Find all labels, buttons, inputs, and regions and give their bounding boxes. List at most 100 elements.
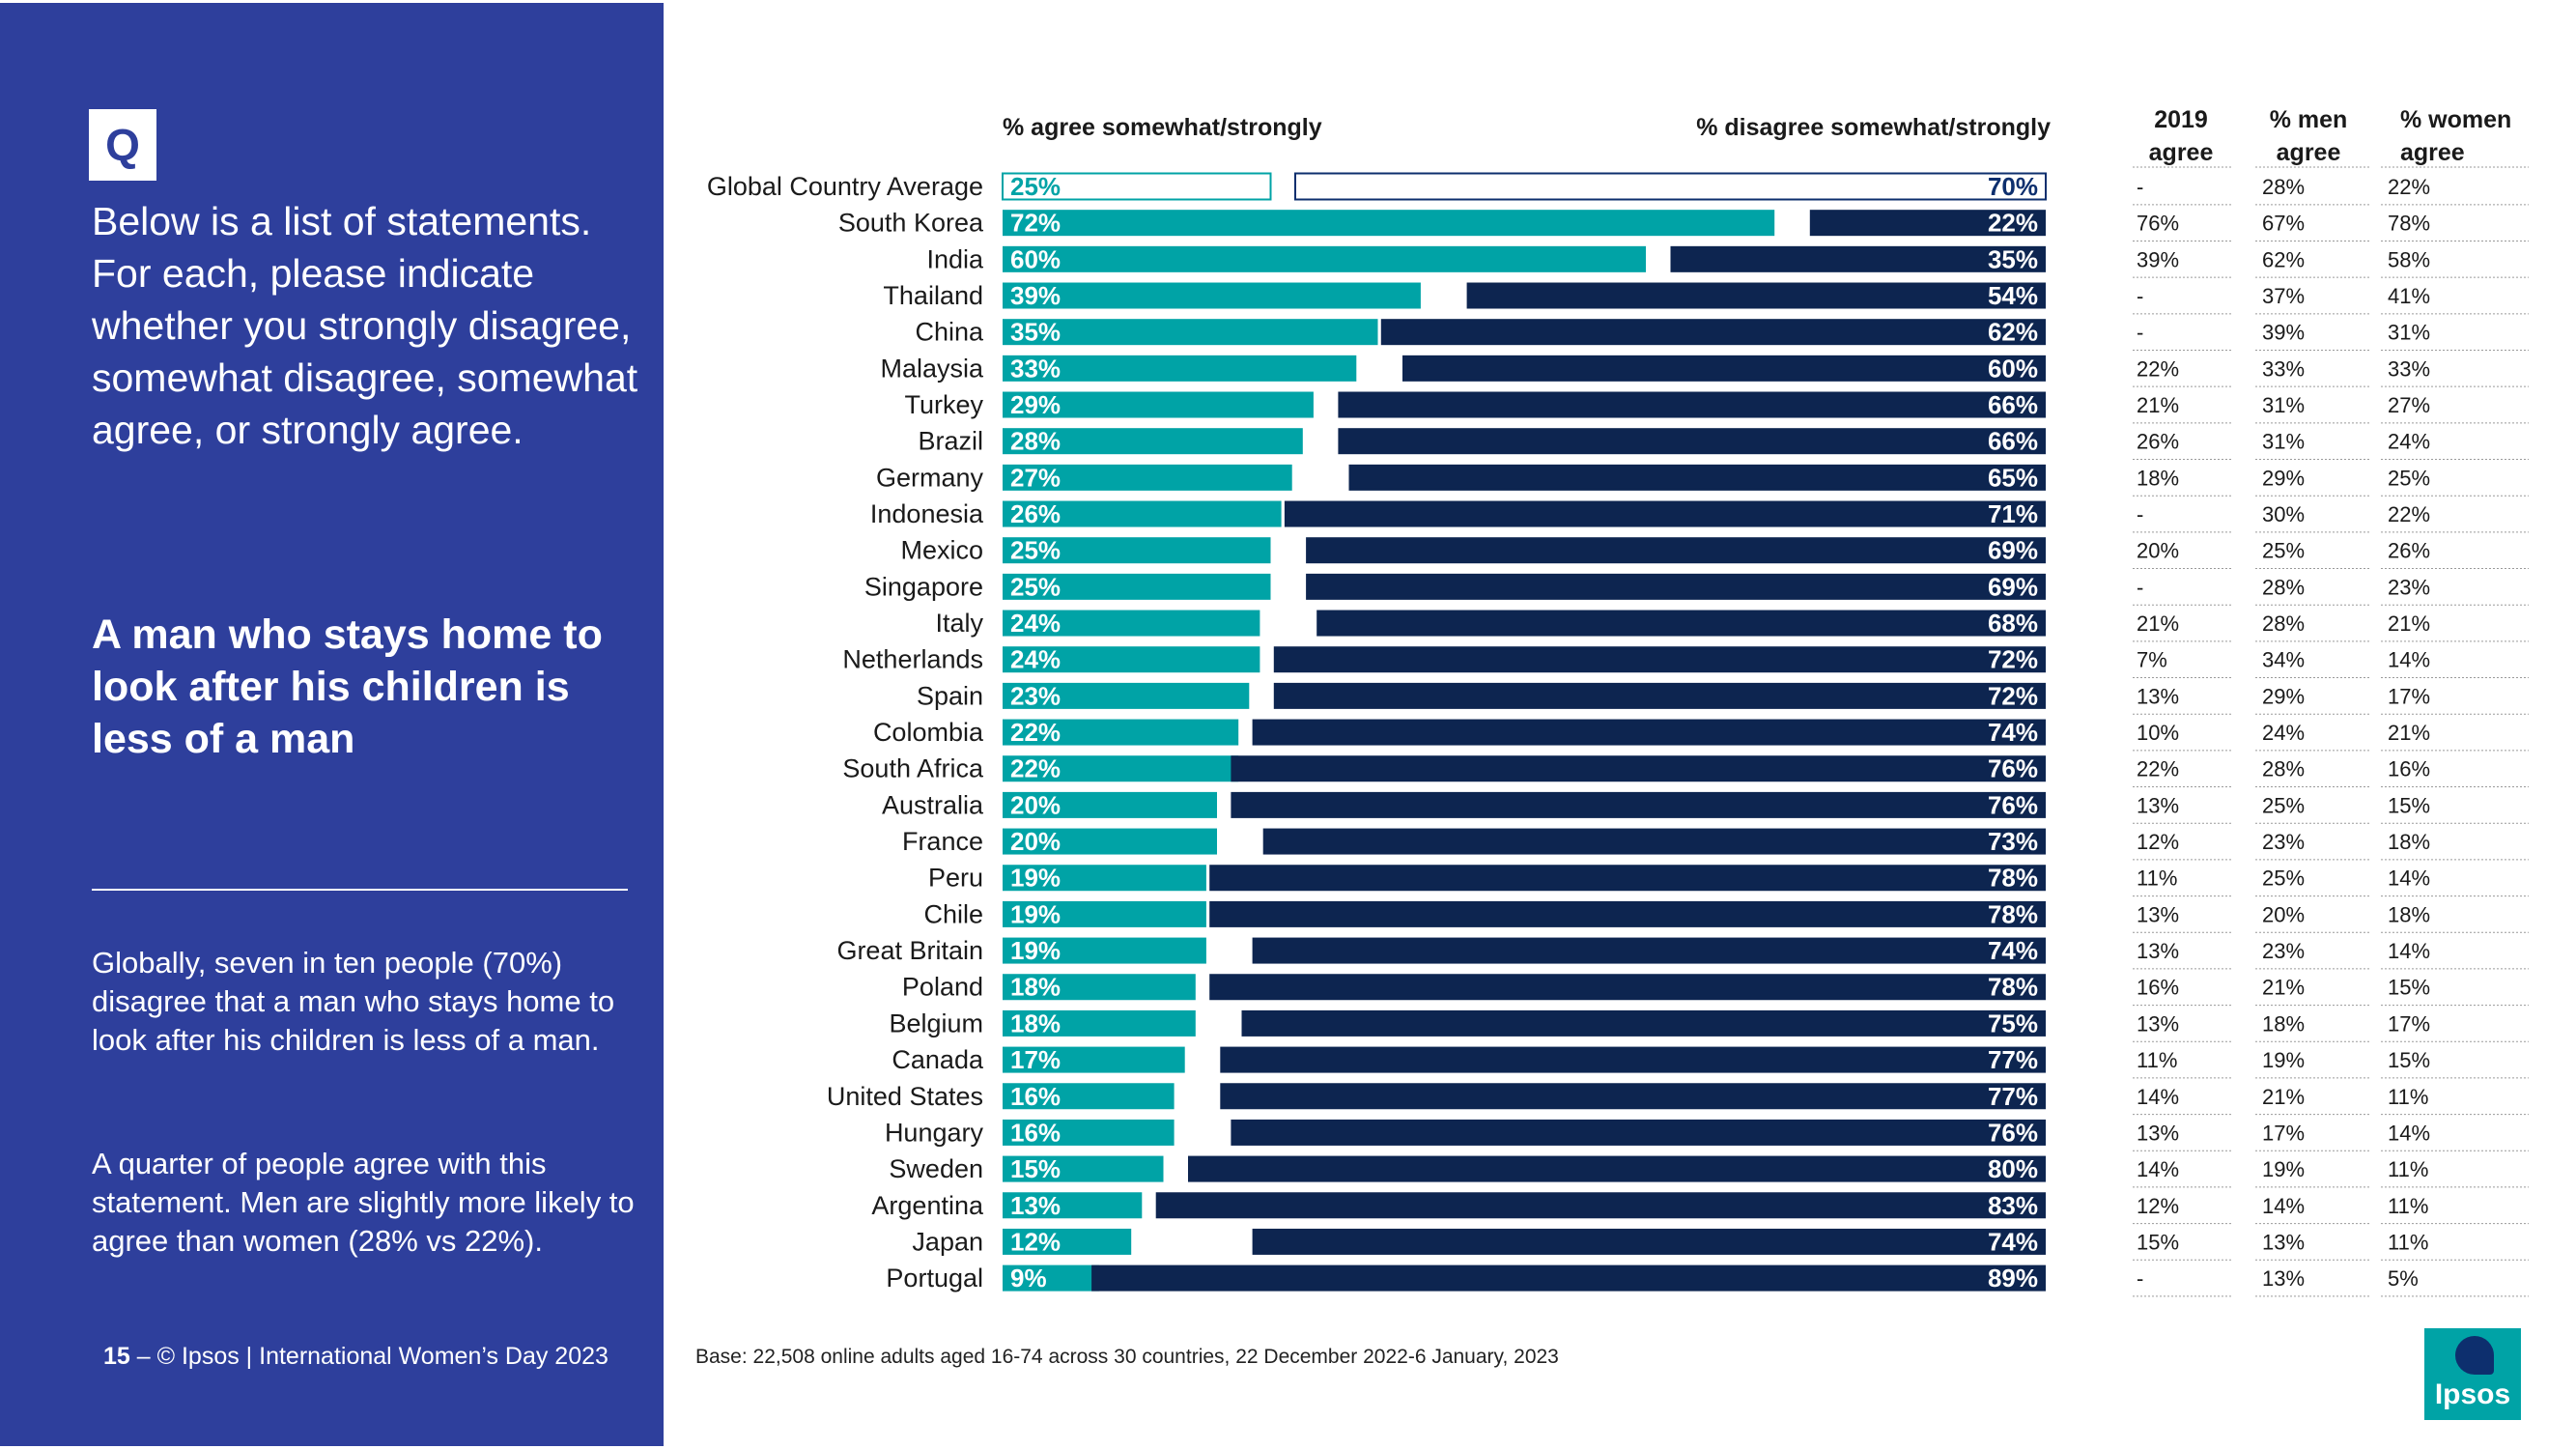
agree-value-label: 12% (1010, 1227, 1061, 1256)
disagree-bar (1155, 1192, 2046, 1219)
disagree-value-label: 60% (1988, 354, 2038, 383)
cell-2019: 15% (2137, 1230, 2179, 1254)
cell-2019: 11% (2137, 1048, 2177, 1072)
disagree-bar (1262, 828, 2046, 855)
cell-women: 14% (2388, 867, 2430, 891)
cell-2019: - (2137, 1266, 2143, 1291)
country-label: Indonesia (870, 499, 984, 528)
agree-bar (1003, 974, 1196, 1001)
agree-bar (1003, 719, 1239, 746)
agree-value-label: 39% (1010, 281, 1061, 310)
country-label: Hungary (885, 1118, 984, 1147)
cell-2019: 26% (2137, 430, 2179, 454)
disagree-bar (1338, 428, 2046, 455)
header-agree: % agree somewhat/strongly (1003, 114, 1322, 141)
cell-2019: - (2137, 321, 2143, 345)
agree-bar (1003, 646, 1260, 673)
disagree-value-label: 72% (1988, 681, 2038, 710)
summary-paragraph-2: A quarter of people agree with this stat… (92, 1147, 635, 1258)
cell-2019: 13% (2137, 1121, 2179, 1145)
disagree-value-label: 22% (1988, 209, 2038, 238)
cell-2019: 18% (2137, 466, 2179, 490)
disagree-value-label: 73% (1988, 827, 2038, 856)
disagree-value-label: 78% (1988, 973, 2038, 1002)
country-label: Argentina (871, 1191, 984, 1220)
agree-bar (1003, 1009, 1196, 1037)
cell-women: 24% (2388, 430, 2430, 454)
cell-men: 62% (2262, 247, 2305, 271)
agree-value-label: 24% (1010, 645, 1061, 674)
logo-text: Ipsos (2434, 1378, 2511, 1410)
disagree-bar (1306, 537, 2046, 564)
cell-women: 16% (2388, 757, 2430, 781)
country-label: Germany (876, 463, 984, 492)
cell-2019: 21% (2137, 393, 2179, 417)
cell-2019: - (2137, 284, 2143, 308)
country-label: United States (827, 1082, 983, 1111)
cell-2019: - (2137, 502, 2143, 526)
agree-bar (1003, 682, 1250, 709)
cell-2019: 13% (2137, 902, 2179, 926)
cell-women: 26% (2388, 539, 2430, 563)
agree-value-label: 25% (1010, 572, 1061, 601)
cell-women: 21% (2388, 721, 2430, 745)
disagree-bar (1091, 1264, 2046, 1292)
agree-bar (1003, 1083, 1175, 1110)
cell-women: 21% (2388, 611, 2430, 636)
cell-2019: 14% (2137, 1085, 2179, 1109)
cell-women: 31% (2388, 321, 2430, 345)
agree-bar (1003, 428, 1303, 455)
question-text: Below is a list of statements. For each,… (92, 199, 638, 452)
cell-men: 33% (2262, 356, 2305, 381)
country-label: Turkey (904, 390, 983, 419)
disagree-value-label: 76% (1988, 1118, 2038, 1147)
cell-2019: 11% (2137, 867, 2177, 891)
cell-men: 19% (2262, 1157, 2305, 1181)
disagree-value-label: 70% (1988, 172, 2038, 201)
cell-men: 23% (2262, 830, 2305, 854)
agree-bar (1003, 1228, 1132, 1255)
cell-men: 31% (2262, 393, 2305, 417)
cell-men: 17% (2262, 1121, 2305, 1145)
country-label: India (926, 244, 984, 273)
agree-value-label: 17% (1010, 1045, 1061, 1074)
agree-value-label: 16% (1010, 1118, 1061, 1147)
cell-2019: 7% (2137, 648, 2167, 672)
cell-men: 28% (2262, 575, 2305, 599)
disagree-bar (1809, 210, 2046, 237)
agree-value-label: 28% (1010, 427, 1061, 456)
cell-women: 33% (2388, 356, 2430, 381)
country-label: Malaysia (880, 354, 984, 383)
cell-women: 27% (2388, 393, 2430, 417)
disagree-bar (1231, 755, 2046, 782)
page-number: 15 (103, 1343, 130, 1370)
disagree-bar (1209, 900, 2046, 927)
agree-bar (1003, 355, 1357, 382)
country-label: Italy (935, 609, 983, 638)
cell-men: 29% (2262, 466, 2305, 490)
agree-bar (1003, 1155, 1164, 1182)
agree-bar (1003, 210, 1775, 237)
disagree-value-label: 66% (1988, 427, 2038, 456)
agree-bar (1003, 537, 1271, 564)
header-men-line2: agree (2277, 139, 2341, 166)
disagree-value-label: 35% (1988, 244, 2038, 273)
disagree-bar (1402, 355, 2046, 382)
agree-value-label: 15% (1010, 1154, 1061, 1183)
country-label: South Korea (838, 209, 984, 238)
agree-value-label: 60% (1010, 244, 1061, 273)
disagree-value-label: 83% (1988, 1191, 2038, 1220)
cell-2019: 12% (2137, 830, 2179, 854)
disagree-value-label: 76% (1988, 790, 2038, 819)
cell-women: 22% (2388, 175, 2430, 199)
cell-women: 15% (2388, 1048, 2430, 1072)
disagree-bar (1209, 974, 2046, 1001)
cell-women: 18% (2388, 902, 2430, 926)
country-label: Belgium (889, 1009, 983, 1037)
country-label: Spain (917, 681, 983, 710)
cell-women: 23% (2388, 575, 2430, 599)
agree-value-label: 19% (1010, 864, 1061, 893)
cell-2019: 39% (2137, 247, 2179, 271)
cell-women: 11% (2388, 1230, 2428, 1254)
disagree-value-label: 69% (1988, 572, 2038, 601)
